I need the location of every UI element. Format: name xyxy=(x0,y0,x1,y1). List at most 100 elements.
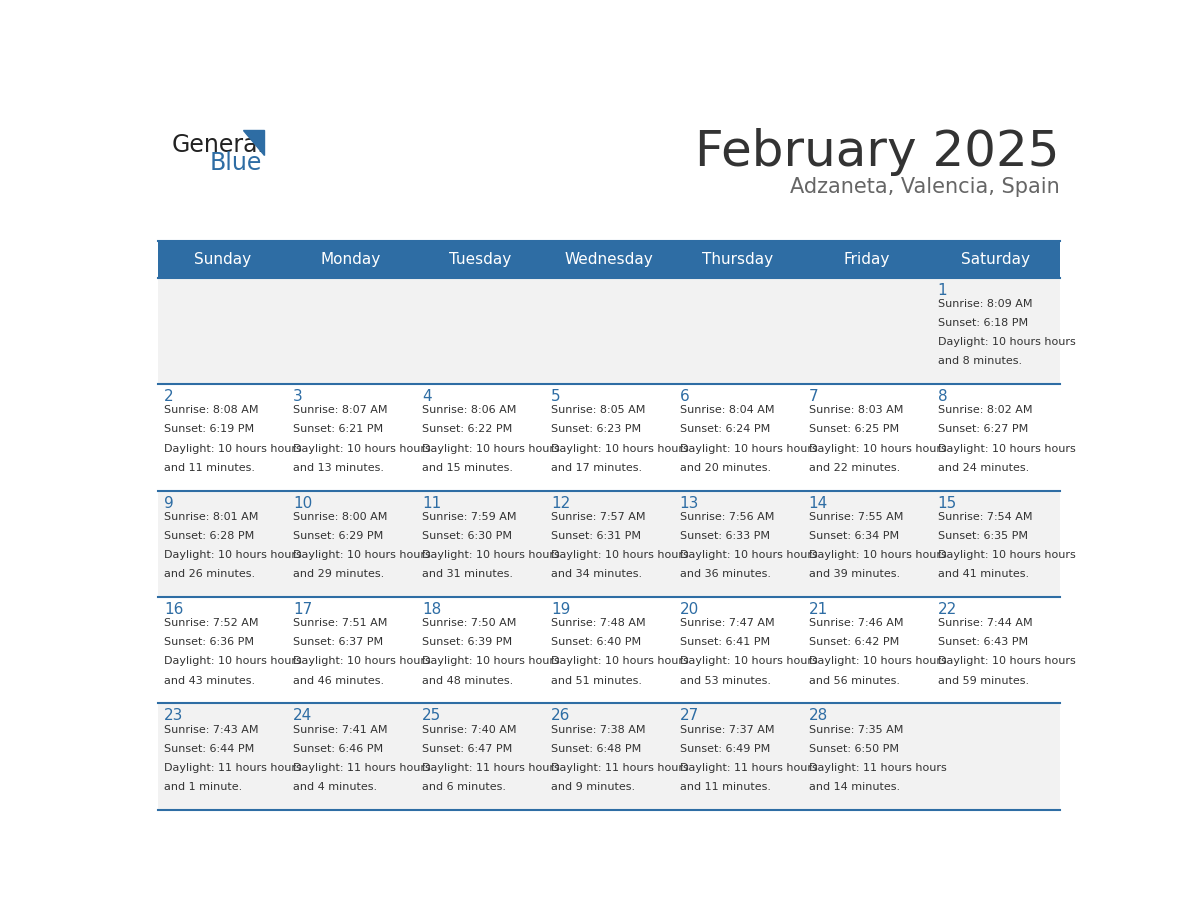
Text: and 51 minutes.: and 51 minutes. xyxy=(551,676,642,686)
Text: Daylight: 10 hours hours: Daylight: 10 hours hours xyxy=(680,443,817,453)
Text: Daylight: 10 hours hours: Daylight: 10 hours hours xyxy=(422,443,560,453)
Bar xyxy=(286,703,416,810)
Text: Saturday: Saturday xyxy=(961,252,1030,267)
Text: Sunset: 6:22 PM: Sunset: 6:22 PM xyxy=(422,424,512,434)
Text: 17: 17 xyxy=(293,602,312,617)
Text: Sunrise: 7:43 AM: Sunrise: 7:43 AM xyxy=(164,724,259,734)
Text: and 15 minutes.: and 15 minutes. xyxy=(422,463,513,473)
Text: Sunset: 6:43 PM: Sunset: 6:43 PM xyxy=(937,637,1028,647)
Text: and 34 minutes.: and 34 minutes. xyxy=(551,569,642,579)
Text: 23: 23 xyxy=(164,709,183,723)
Bar xyxy=(158,277,286,384)
Bar xyxy=(416,490,544,597)
Text: 21: 21 xyxy=(809,602,828,617)
Text: Sunset: 6:40 PM: Sunset: 6:40 PM xyxy=(551,637,642,647)
Bar xyxy=(286,384,416,490)
Text: Sunrise: 7:40 AM: Sunrise: 7:40 AM xyxy=(422,724,517,734)
Text: Sunset: 6:35 PM: Sunset: 6:35 PM xyxy=(937,531,1028,541)
Bar xyxy=(674,384,802,490)
Text: Daylight: 10 hours hours: Daylight: 10 hours hours xyxy=(937,337,1075,347)
Text: and 56 minutes.: and 56 minutes. xyxy=(809,676,899,686)
Text: Friday: Friday xyxy=(843,252,890,267)
Text: Sunset: 6:33 PM: Sunset: 6:33 PM xyxy=(680,531,770,541)
Text: 16: 16 xyxy=(164,602,183,617)
Text: 20: 20 xyxy=(680,602,699,617)
Text: and 20 minutes.: and 20 minutes. xyxy=(680,463,771,473)
Text: Sunset: 6:46 PM: Sunset: 6:46 PM xyxy=(293,744,384,754)
Bar xyxy=(802,490,931,597)
Text: and 31 minutes.: and 31 minutes. xyxy=(422,569,513,579)
Text: Sunset: 6:49 PM: Sunset: 6:49 PM xyxy=(680,744,770,754)
Text: Sunset: 6:37 PM: Sunset: 6:37 PM xyxy=(293,637,384,647)
Text: Thursday: Thursday xyxy=(702,252,773,267)
Text: Sunset: 6:24 PM: Sunset: 6:24 PM xyxy=(680,424,770,434)
Text: and 11 minutes.: and 11 minutes. xyxy=(164,463,255,473)
Text: Sunset: 6:42 PM: Sunset: 6:42 PM xyxy=(809,637,899,647)
Text: and 26 minutes.: and 26 minutes. xyxy=(164,569,255,579)
Text: Sunrise: 8:01 AM: Sunrise: 8:01 AM xyxy=(164,512,259,521)
Text: Sunrise: 7:44 AM: Sunrise: 7:44 AM xyxy=(937,618,1032,628)
Polygon shape xyxy=(244,130,264,155)
Text: and 29 minutes.: and 29 minutes. xyxy=(293,569,384,579)
Bar xyxy=(931,241,1060,277)
Text: Sunrise: 7:38 AM: Sunrise: 7:38 AM xyxy=(551,724,645,734)
Text: 1: 1 xyxy=(937,283,947,297)
Text: 3: 3 xyxy=(293,389,303,404)
Text: Daylight: 10 hours hours: Daylight: 10 hours hours xyxy=(422,656,560,666)
Bar xyxy=(802,597,931,703)
Text: Sunset: 6:23 PM: Sunset: 6:23 PM xyxy=(551,424,642,434)
Text: General: General xyxy=(171,133,265,157)
Text: 13: 13 xyxy=(680,496,699,510)
Text: and 41 minutes.: and 41 minutes. xyxy=(937,569,1029,579)
Text: and 36 minutes.: and 36 minutes. xyxy=(680,569,771,579)
Text: Sunrise: 7:55 AM: Sunrise: 7:55 AM xyxy=(809,512,903,521)
Text: and 43 minutes.: and 43 minutes. xyxy=(164,676,255,686)
Text: 19: 19 xyxy=(551,602,570,617)
Bar xyxy=(544,277,674,384)
Text: and 53 minutes.: and 53 minutes. xyxy=(680,676,771,686)
Text: Sunrise: 7:41 AM: Sunrise: 7:41 AM xyxy=(293,724,387,734)
Text: Sunset: 6:44 PM: Sunset: 6:44 PM xyxy=(164,744,254,754)
Text: Daylight: 11 hours hours: Daylight: 11 hours hours xyxy=(164,763,302,773)
Text: 11: 11 xyxy=(422,496,441,510)
Bar xyxy=(674,490,802,597)
Text: 8: 8 xyxy=(937,389,947,404)
Text: Daylight: 10 hours hours: Daylight: 10 hours hours xyxy=(551,550,689,560)
Text: Sunrise: 7:56 AM: Sunrise: 7:56 AM xyxy=(680,512,775,521)
Bar xyxy=(158,490,286,597)
Text: 5: 5 xyxy=(551,389,561,404)
Text: Sunrise: 7:37 AM: Sunrise: 7:37 AM xyxy=(680,724,775,734)
Text: Sunset: 6:39 PM: Sunset: 6:39 PM xyxy=(422,637,512,647)
Text: Sunrise: 7:47 AM: Sunrise: 7:47 AM xyxy=(680,618,775,628)
Bar xyxy=(674,703,802,810)
Text: Sunrise: 7:52 AM: Sunrise: 7:52 AM xyxy=(164,618,259,628)
Text: February 2025: February 2025 xyxy=(695,128,1060,176)
Text: and 13 minutes.: and 13 minutes. xyxy=(293,463,384,473)
Text: Sunset: 6:31 PM: Sunset: 6:31 PM xyxy=(551,531,640,541)
Text: Daylight: 10 hours hours: Daylight: 10 hours hours xyxy=(937,443,1075,453)
Text: Sunset: 6:19 PM: Sunset: 6:19 PM xyxy=(164,424,254,434)
Bar xyxy=(286,241,416,277)
Text: Sunrise: 8:02 AM: Sunrise: 8:02 AM xyxy=(937,406,1032,415)
Text: Daylight: 10 hours hours: Daylight: 10 hours hours xyxy=(937,550,1075,560)
Text: Sunrise: 7:48 AM: Sunrise: 7:48 AM xyxy=(551,618,645,628)
Text: Sunset: 6:21 PM: Sunset: 6:21 PM xyxy=(293,424,384,434)
Text: Daylight: 10 hours hours: Daylight: 10 hours hours xyxy=(293,656,431,666)
Bar xyxy=(674,277,802,384)
Text: and 46 minutes.: and 46 minutes. xyxy=(293,676,384,686)
Text: Sunrise: 8:06 AM: Sunrise: 8:06 AM xyxy=(422,406,517,415)
Text: Sunset: 6:34 PM: Sunset: 6:34 PM xyxy=(809,531,899,541)
Text: Sunrise: 8:08 AM: Sunrise: 8:08 AM xyxy=(164,406,259,415)
Bar xyxy=(286,490,416,597)
Text: Daylight: 10 hours hours: Daylight: 10 hours hours xyxy=(680,550,817,560)
Text: Sunset: 6:28 PM: Sunset: 6:28 PM xyxy=(164,531,254,541)
Bar xyxy=(802,703,931,810)
Bar xyxy=(416,384,544,490)
Bar xyxy=(286,277,416,384)
Text: and 17 minutes.: and 17 minutes. xyxy=(551,463,642,473)
Text: and 6 minutes.: and 6 minutes. xyxy=(422,782,506,792)
Text: Adzaneta, Valencia, Spain: Adzaneta, Valencia, Spain xyxy=(790,177,1060,197)
Text: and 22 minutes.: and 22 minutes. xyxy=(809,463,899,473)
Bar xyxy=(416,277,544,384)
Text: 10: 10 xyxy=(293,496,312,510)
